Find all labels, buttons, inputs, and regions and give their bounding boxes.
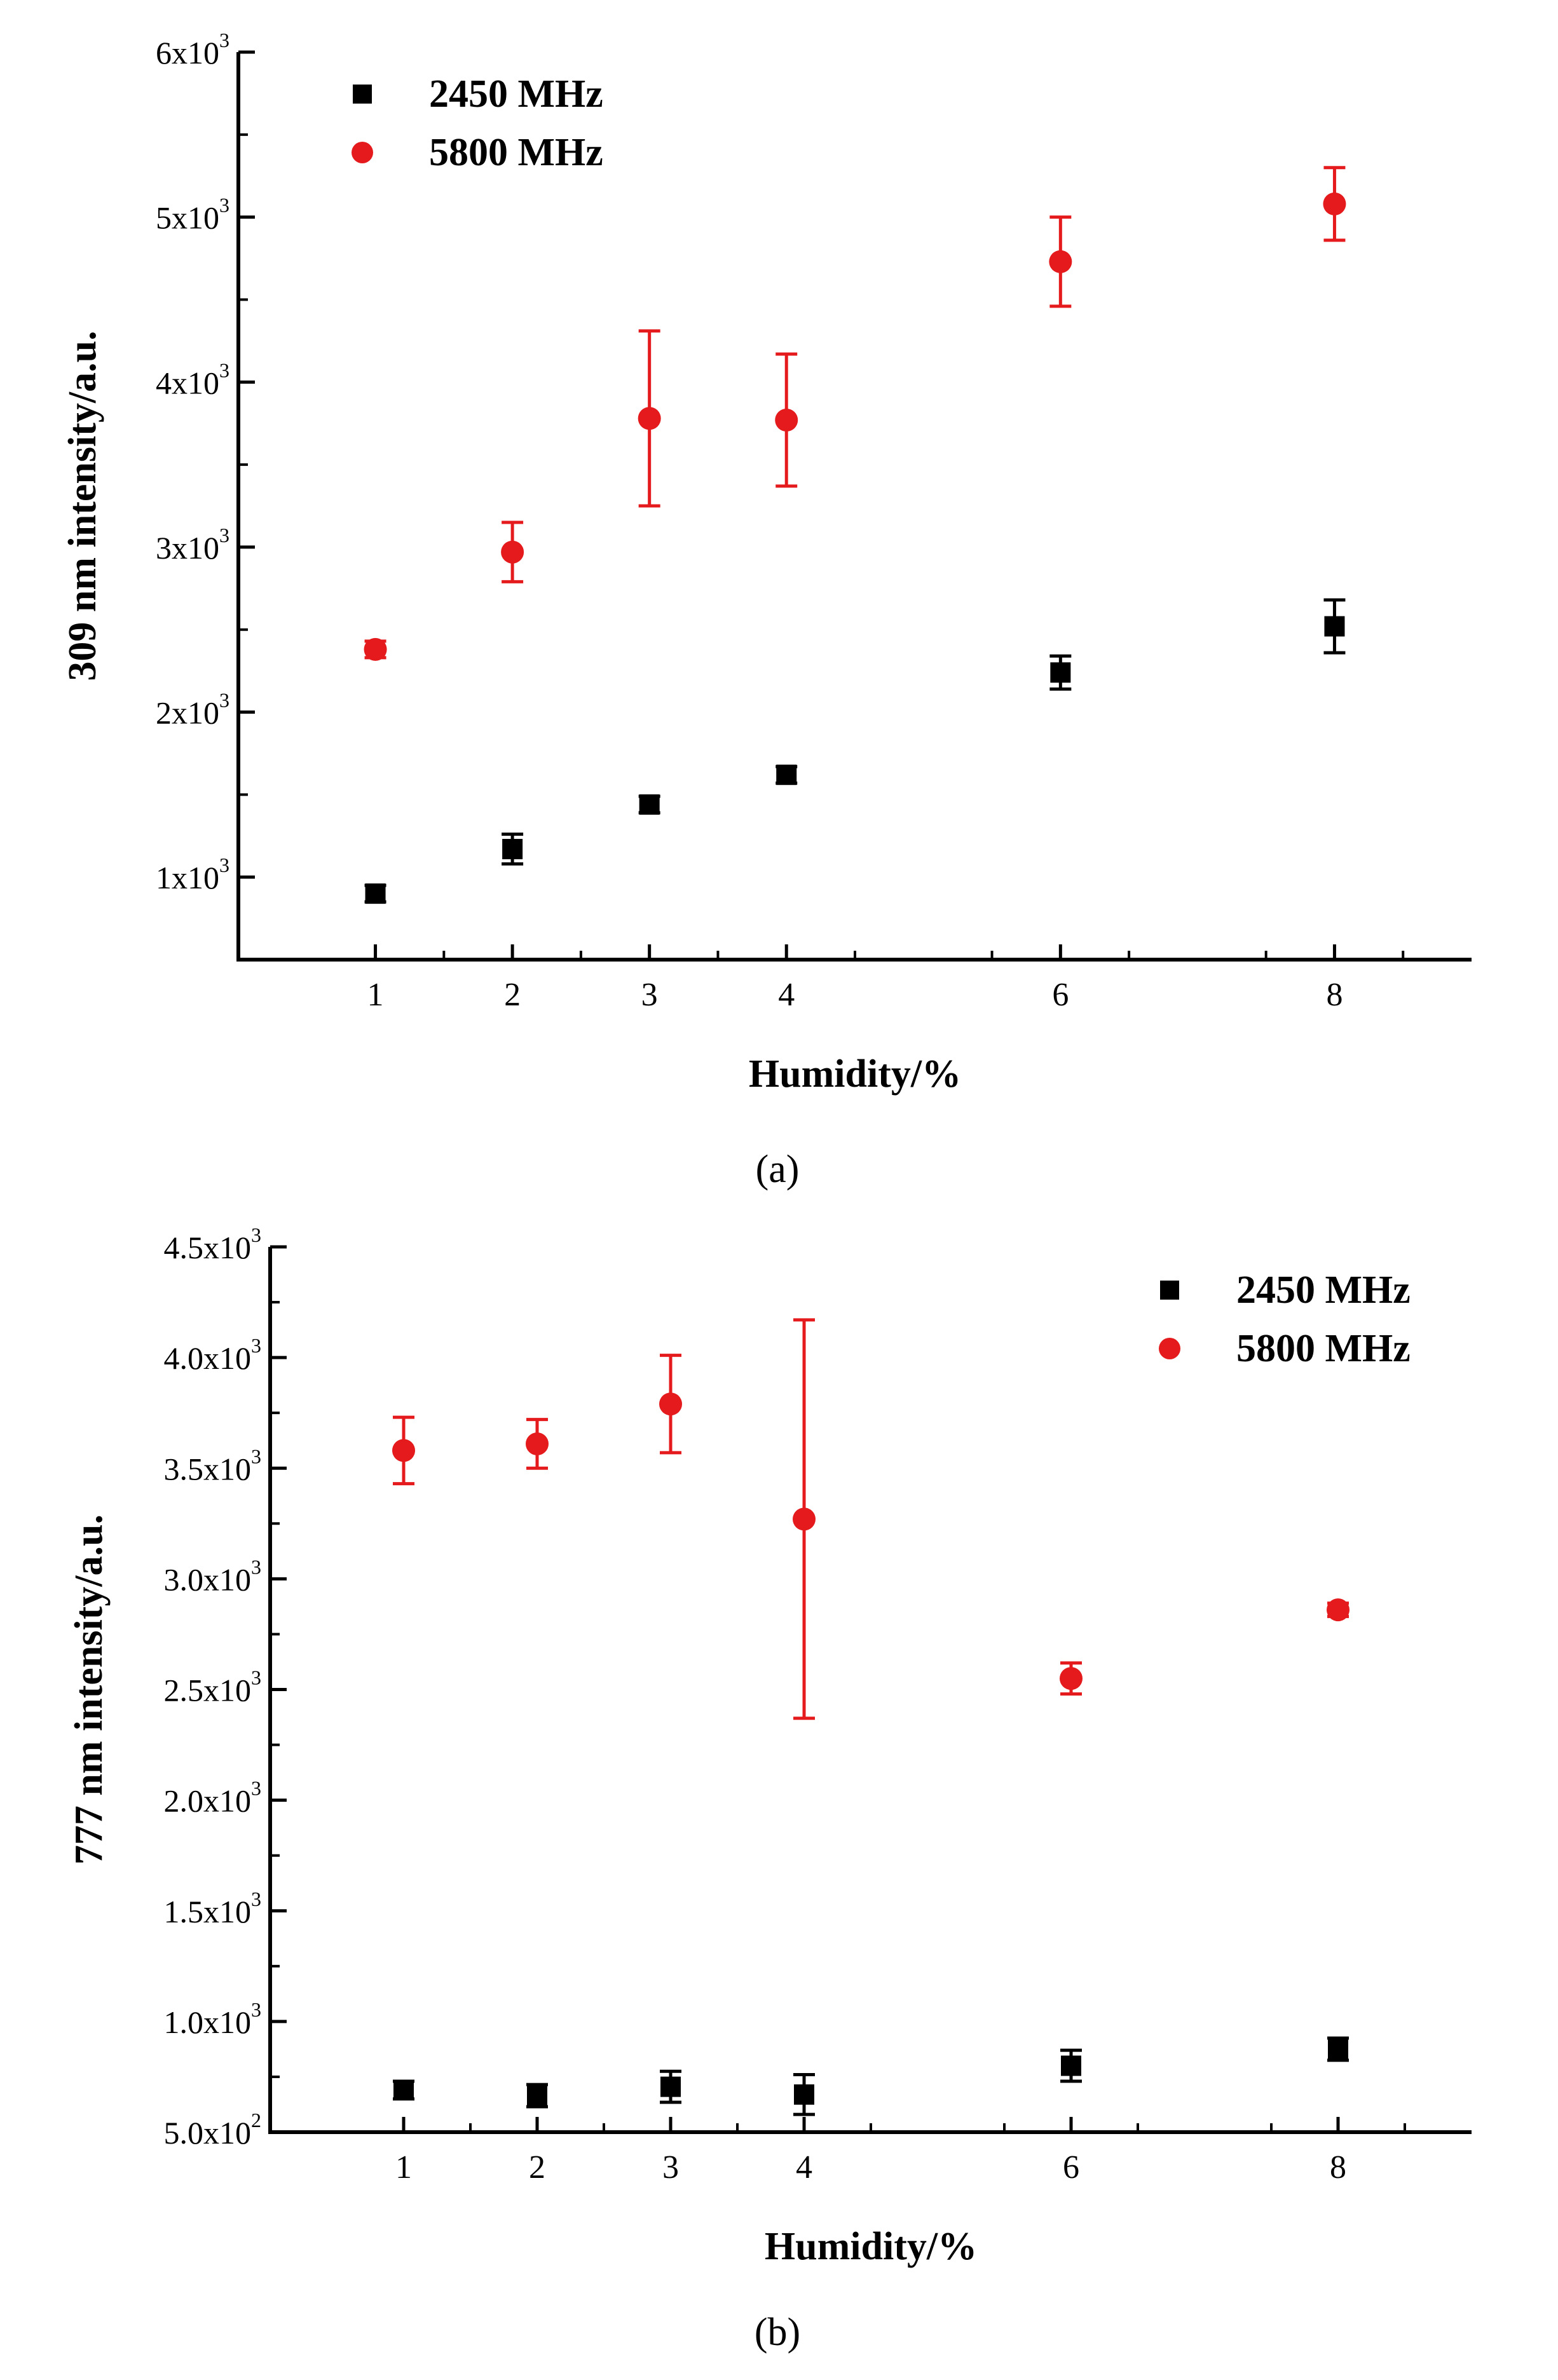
x-tick-label: 4: [796, 2149, 812, 2186]
point-5800: [638, 407, 661, 430]
y-tick-label: 3.5x103: [164, 1445, 262, 1486]
point-2450: [776, 765, 797, 785]
y-tick-label: 5x103: [156, 194, 229, 236]
legend-label-2450: 2450 MHz: [429, 72, 603, 116]
x-tick-label: 2: [504, 977, 521, 1013]
x-tick-label: 6: [1052, 977, 1069, 1013]
y-tick-label: 1.0x103: [164, 1998, 262, 2040]
y-tick-label: 1.5x103: [164, 1887, 262, 1929]
point-2450: [1061, 2055, 1081, 2076]
point-5800: [364, 637, 387, 661]
y-tick-label: 2x103: [156, 689, 229, 731]
legend-marker-5800: [352, 142, 373, 163]
point-5800: [1060, 1667, 1083, 1690]
point-5800: [1323, 192, 1346, 215]
legend-label-5800: 5800 MHz: [1236, 1327, 1411, 1370]
y-axis-title: 309 nm intensity/a.u.: [61, 330, 104, 681]
point-5800: [501, 540, 524, 564]
y-tick-label: 4.5x103: [164, 1223, 262, 1265]
point-2450: [794, 2084, 814, 2105]
x-tick-label: 8: [1330, 2149, 1346, 2186]
x-tick-label: 3: [641, 977, 658, 1013]
x-tick-label: 1: [395, 2149, 412, 2186]
point-5800: [793, 1507, 816, 1531]
chart-a-marks: 1x103 2x103 3x103 4x103 5x103 6x103 1 2 3 4 6 8 Humi…: [61, 29, 1472, 1096]
x-tick-label: 3: [662, 2149, 679, 2186]
point-2450: [365, 883, 386, 904]
y-tick-label: 3x103: [156, 524, 229, 566]
y-tick-label: 3.0x103: [164, 1555, 262, 1597]
chart-b: 5.0x102 1.0x103 1.5x103 2.0x103 2.5x103 3.0x1…: [67, 1223, 1472, 2354]
x-axis-title: Humidity/%: [749, 1052, 961, 1096]
x-tick-label: 8: [1326, 977, 1343, 1013]
y-tick-label: 2.0x103: [164, 1777, 262, 1819]
y-tick-label: 1x103: [156, 853, 229, 895]
point-5800: [526, 1432, 549, 1455]
point-5800: [392, 1439, 415, 1462]
y-tick-label: 5.0x102: [164, 2109, 262, 2151]
legend-label-2450: 2450 MHz: [1236, 1268, 1411, 1312]
legend-marker-2450: [353, 85, 372, 104]
y-tick-label: 4x103: [156, 358, 229, 400]
panel-a-caption: (a): [756, 1148, 800, 1191]
y-tick-label: 4.0x103: [164, 1334, 262, 1376]
point-2450: [1328, 2039, 1348, 2060]
y-tick-label: 6x103: [156, 29, 229, 71]
point-5800: [1049, 250, 1072, 273]
y-axis-title: 777 nm intensity/a.u.: [67, 1514, 111, 1865]
panel-b-caption: (b): [755, 2311, 800, 2354]
legend-label-5800: 5800 MHz: [429, 131, 603, 174]
point-2450: [1324, 616, 1345, 637]
point-5800: [775, 408, 798, 432]
x-tick-label: 6: [1063, 2149, 1079, 2186]
legend-marker-5800: [1159, 1338, 1180, 1359]
point-2450: [527, 2085, 547, 2106]
point-2450: [502, 839, 523, 860]
x-tick-label: 1: [367, 977, 384, 1013]
x-axis-title: Humidity/%: [765, 2225, 977, 2268]
y-tick-label: 2.5x103: [164, 1666, 262, 1708]
chart-b-marks: 5.0x102 1.0x103 1.5x103 2.0x103 2.5x103 3.0x1…: [67, 1223, 1472, 2268]
chart-a: 1x103 2x103 3x103 4x103 5x103 6x103 1 2 3 4 6 8 Humi…: [61, 29, 1472, 1191]
point-2450: [393, 2079, 414, 2100]
x-tick-label: 4: [778, 977, 795, 1013]
legend-marker-2450: [1160, 1281, 1179, 1300]
point-5800: [1327, 1598, 1350, 1622]
point-5800: [659, 1392, 682, 1416]
point-2450: [660, 2076, 681, 2097]
x-tick-label: 2: [529, 2149, 545, 2186]
point-2450: [639, 794, 660, 815]
point-2450: [1050, 662, 1071, 683]
